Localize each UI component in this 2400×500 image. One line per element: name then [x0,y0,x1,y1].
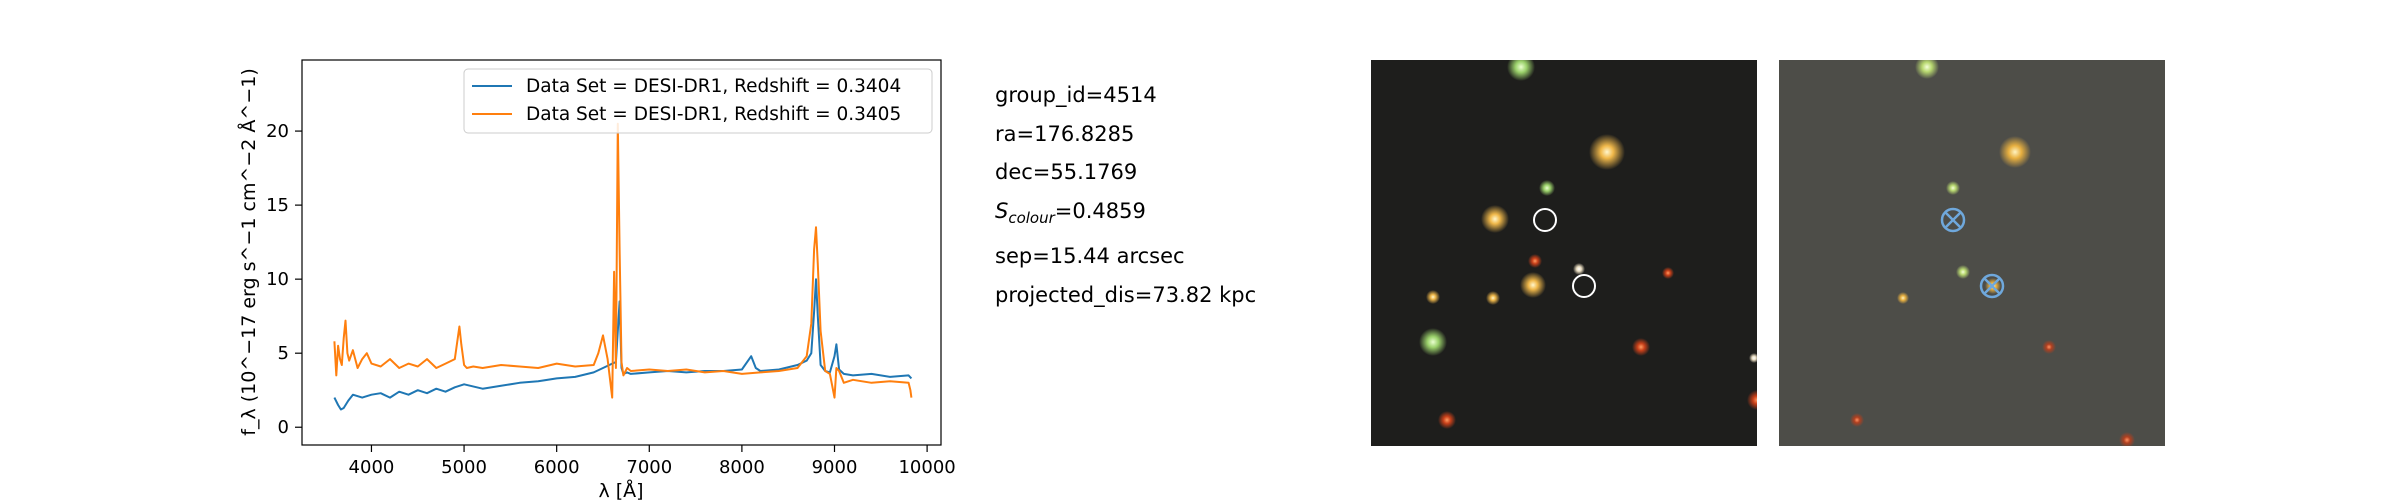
group-id-text: group_id=4514 [995,83,1157,107]
info-panel: group_id=4514 ra=176.8285 dec=55.1769 Sc… [995,76,1256,314]
galaxy-blob [1946,181,1960,195]
galaxy-blob [1662,267,1674,279]
target-cross-circle [1940,207,1966,233]
galaxy-blob [1589,134,1625,170]
y-tick-label: 15 [266,195,289,216]
y-tick-label: 0 [278,417,289,438]
target-circle-marker [1572,274,1596,298]
x-tick-label: 9000 [812,457,858,478]
galaxy-blob [1426,290,1440,304]
tick-layer: 4000 5000 6000 7000 8000 9000 10000 0 5 10 15 20 [266,121,956,478]
sep-text: sep=15.44 arcsec [995,244,1185,269]
scolour-text: Scolour=0.4859 [995,192,1256,238]
galaxy-blob [2119,432,2135,446]
galaxy-blob [1956,265,1970,279]
y-tick-label: 10 [266,269,289,290]
scolour-subscript: colour [1008,208,1055,227]
legend-label-series-1: Data Set = DESI-DR1, Redshift = 0.3405 [526,104,901,125]
x-tick-label: 10000 [898,457,955,478]
legend-label-series-0: Data Set = DESI-DR1, Redshift = 0.3404 [526,76,901,97]
galaxy-blob [1520,272,1546,298]
galaxy-blob [1481,205,1509,233]
y-tick-label: 5 [278,343,289,364]
galaxy-blob [1573,263,1585,275]
target-cross-line [1944,211,1962,229]
galaxy-blob [1539,180,1555,196]
target-cross-marker [1940,207,1966,233]
x-axis-label: λ [Å] [598,479,643,500]
residual-cutout-image [1779,60,2165,446]
legend-box [463,68,933,134]
x-tick-label: 7000 [626,457,672,478]
y-tick-label: 20 [266,121,289,142]
galaxy-blob [1749,353,1757,363]
galaxy-blob [1999,136,2031,168]
legend: Data Set = DESI-DR1, Redshift = 0.3404 D… [463,68,933,134]
projected-dis-text: projected_dis=73.82 kpc [995,282,1257,307]
sky-cutout-image [1371,60,1757,446]
galaxy-blob [1486,291,1500,305]
galaxy-blob [1528,254,1542,268]
galaxy-blob [1507,60,1535,81]
galaxy-blob [1438,411,1456,429]
scolour-value: =0.4859 [1054,198,1146,223]
galaxy-blob [1632,338,1650,356]
galaxy-blob [2042,340,2056,354]
x-tick-label: 8000 [719,457,765,478]
series-line-0 [333,278,913,411]
y-axis-label: f_λ (10^−17 erg s^−1 cm^−2 Å^−1) [237,68,260,436]
galaxy-blob [1747,390,1757,410]
target-cross-line [1983,277,2001,295]
galaxy-blob [1915,60,1939,79]
target-cross-marker [1979,273,2005,299]
target-cross-circle [1979,273,2005,299]
galaxy-blob [1419,328,1447,356]
target-circle-marker [1533,208,1557,232]
spectrum-chart: 4000 5000 6000 7000 8000 9000 10000 0 5 10 15 20 λ … [237,59,956,500]
series-layer [333,122,913,411]
x-tick-label: 5000 [441,457,487,478]
galaxy-blob [1850,413,1864,427]
galaxy-blob [1897,292,1909,304]
ra-text: ra=176.8285 [995,121,1135,146]
x-tick-label: 6000 [534,457,580,478]
plot-frame [301,59,942,446]
x-tick-label: 4000 [349,457,395,478]
series-line-1 [333,122,913,399]
dec-text: dec=55.1769 [995,160,1138,184]
scolour-symbol: S [995,198,1009,223]
